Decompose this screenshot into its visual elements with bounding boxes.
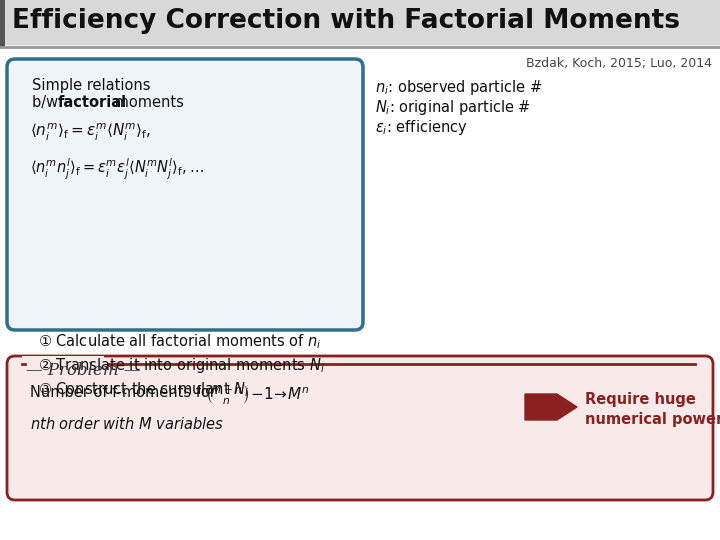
Text: ③ Construct the cumulant $N_i$: ③ Construct the cumulant $N_i$ (38, 380, 249, 399)
Text: $\langle n_i^m n_j^l \rangle_{\mathrm{f}} = \epsilon_i^m \epsilon_j^l \langle N_: $\langle n_i^m n_j^l \rangle_{\mathrm{f}… (30, 157, 204, 182)
Text: $\varepsilon_i$: efficiency: $\varepsilon_i$: efficiency (375, 118, 468, 137)
FancyBboxPatch shape (0, 47, 720, 540)
Text: $N_i$: original particle #: $N_i$: original particle # (375, 98, 531, 117)
Text: numerical power: numerical power (585, 412, 720, 427)
Text: moments: moments (110, 95, 184, 110)
Text: Efficiency Correction with Factorial Moments: Efficiency Correction with Factorial Mom… (12, 8, 680, 34)
Bar (22, 356, 104, 372)
FancyBboxPatch shape (0, 0, 720, 45)
Text: b/w: b/w (32, 95, 63, 110)
FancyBboxPatch shape (7, 356, 713, 500)
FancyBboxPatch shape (0, 0, 5, 47)
Text: Number of f-moments for: Number of f-moments for (30, 385, 216, 400)
Text: $\langle n_i^m \rangle_{\mathrm{f}} = \epsilon_i^m \langle N_i^m \rangle_{\mathr: $\langle n_i^m \rangle_{\mathrm{f}} = \e… (30, 122, 151, 143)
Text: ② Translate it into original moments $N_i$: ② Translate it into original moments $N_… (38, 356, 325, 375)
Text: — Problem —: — Problem — (26, 362, 140, 379)
Text: $\binom{M+n}{n}\!-\!1\!\rightarrow\! M^n$: $\binom{M+n}{n}\!-\!1\!\rightarrow\! M^n… (205, 383, 310, 406)
FancyBboxPatch shape (7, 59, 363, 330)
Text: Simple relations: Simple relations (32, 78, 150, 93)
Text: Bzdak, Koch, 2015; Luo, 2014: Bzdak, Koch, 2015; Luo, 2014 (526, 57, 712, 70)
FancyArrow shape (525, 394, 577, 420)
Text: factorial: factorial (58, 95, 127, 110)
Text: Require huge: Require huge (585, 392, 696, 407)
Text: $n$th order with $M$ variables: $n$th order with $M$ variables (30, 416, 224, 432)
Text: $n_i$: observed particle #: $n_i$: observed particle # (375, 78, 542, 97)
Text: ① Calculate all factorial moments of $n_i$: ① Calculate all factorial moments of $n_… (38, 332, 322, 350)
